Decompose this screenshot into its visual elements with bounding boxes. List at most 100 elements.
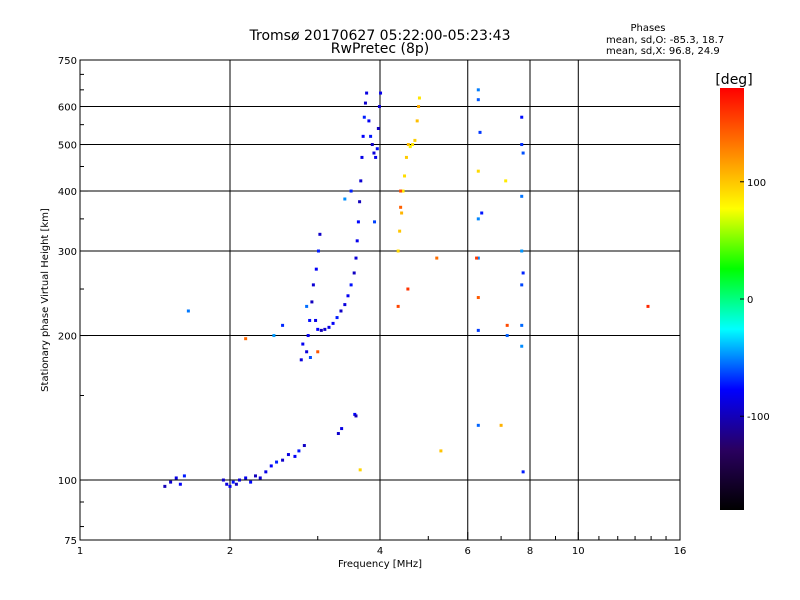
data-point [228,484,232,488]
y-tick-label: 75 [64,536,77,547]
data-point [398,229,402,233]
data-point [231,480,235,484]
y-tick-label: 300 [58,247,77,258]
data-point [264,470,268,474]
data-point [476,256,480,260]
data-point [275,460,279,464]
colorbar-tick-label: 0 [747,295,753,306]
data-point [476,88,480,92]
data-point [339,309,343,313]
data-point [272,334,276,338]
data-point [327,325,331,329]
data-point [178,482,182,486]
data-point [258,476,262,480]
data-point [238,478,242,482]
stats-line-o: mean, sd,O: -85.3, 18.7 [606,35,724,46]
data-point [476,328,480,332]
colorbar: [deg] 100 0 -100 [715,72,770,510]
data-point [335,316,339,320]
data-point [182,474,186,478]
grid-lines [80,60,680,540]
plot-area [79,59,681,541]
x-tick-label: 8 [527,546,533,557]
axis-ticks [79,59,681,541]
y-tick-label: 500 [58,141,77,152]
data-point [476,423,480,427]
data-point [349,283,353,287]
data-point [356,220,360,224]
data-point [439,449,443,453]
data-point [352,271,356,275]
data-point [336,432,340,436]
data-point [646,304,650,308]
data-point [305,304,309,308]
data-point [244,476,248,480]
data-point [244,337,248,341]
data-point [499,423,503,427]
data-point [417,105,421,109]
data-point [269,464,273,468]
data-point [406,287,410,291]
y-tick-label: 600 [58,103,77,114]
data-point [413,138,417,142]
data-point [308,318,312,322]
data-point [377,105,381,109]
x-tick-label: 2 [227,546,233,557]
colorbar-label: [deg] [715,72,752,88]
data-point [373,220,377,224]
data-point [360,155,364,159]
data-point [299,358,303,362]
data-point [521,151,525,155]
x-tick-label: 4 [377,546,383,557]
data-point [417,96,421,100]
data-point [367,119,371,123]
data-point [520,143,524,147]
colorbar-tick-label: -100 [747,412,770,423]
data-point [520,323,524,327]
data-point [234,482,238,486]
data-point [476,169,480,173]
data-point [505,323,509,327]
data-point [286,453,290,457]
data-point [174,476,178,480]
colorbar-ticks: 100 0 -100 [740,178,770,423]
y-tick-label: 200 [58,332,77,343]
data-point [314,318,318,322]
data-point [520,344,524,348]
data-point [314,267,318,271]
data-point [225,482,229,486]
data-point [253,474,257,478]
data-point [375,147,379,151]
data-point [343,303,347,307]
data-point [249,480,253,484]
data-point [411,143,415,147]
data-point [186,309,190,313]
data-point [355,239,359,243]
data-point [403,174,407,178]
data-point [318,232,322,236]
data-point [358,468,362,472]
data-point [302,444,306,448]
data-point [475,256,479,260]
data-point [404,155,408,159]
y-tick-labels: 75 100 200 300 400 500 600 750 [58,56,77,547]
data-point [365,91,369,95]
data-point [297,449,301,453]
data-point [478,130,482,134]
data-point [504,179,508,183]
x-tick-labels: 1 2 4 6 8 10 16 [77,546,687,557]
data-point [408,145,412,149]
data-point [520,249,524,253]
data-point [396,249,400,253]
data-point [476,296,480,300]
stats-line-x: mean, sd,X: 96.8, 24.9 [606,46,720,57]
data-point [293,454,297,458]
data-point [281,323,285,327]
colorbar-tick-label: 100 [747,178,766,189]
chart-title: Tromsø 20170627 05:22:00-05:23:43 [249,28,511,44]
data-point [354,414,358,418]
data-points [163,88,650,488]
data-point [435,256,439,260]
data-point [400,211,404,215]
